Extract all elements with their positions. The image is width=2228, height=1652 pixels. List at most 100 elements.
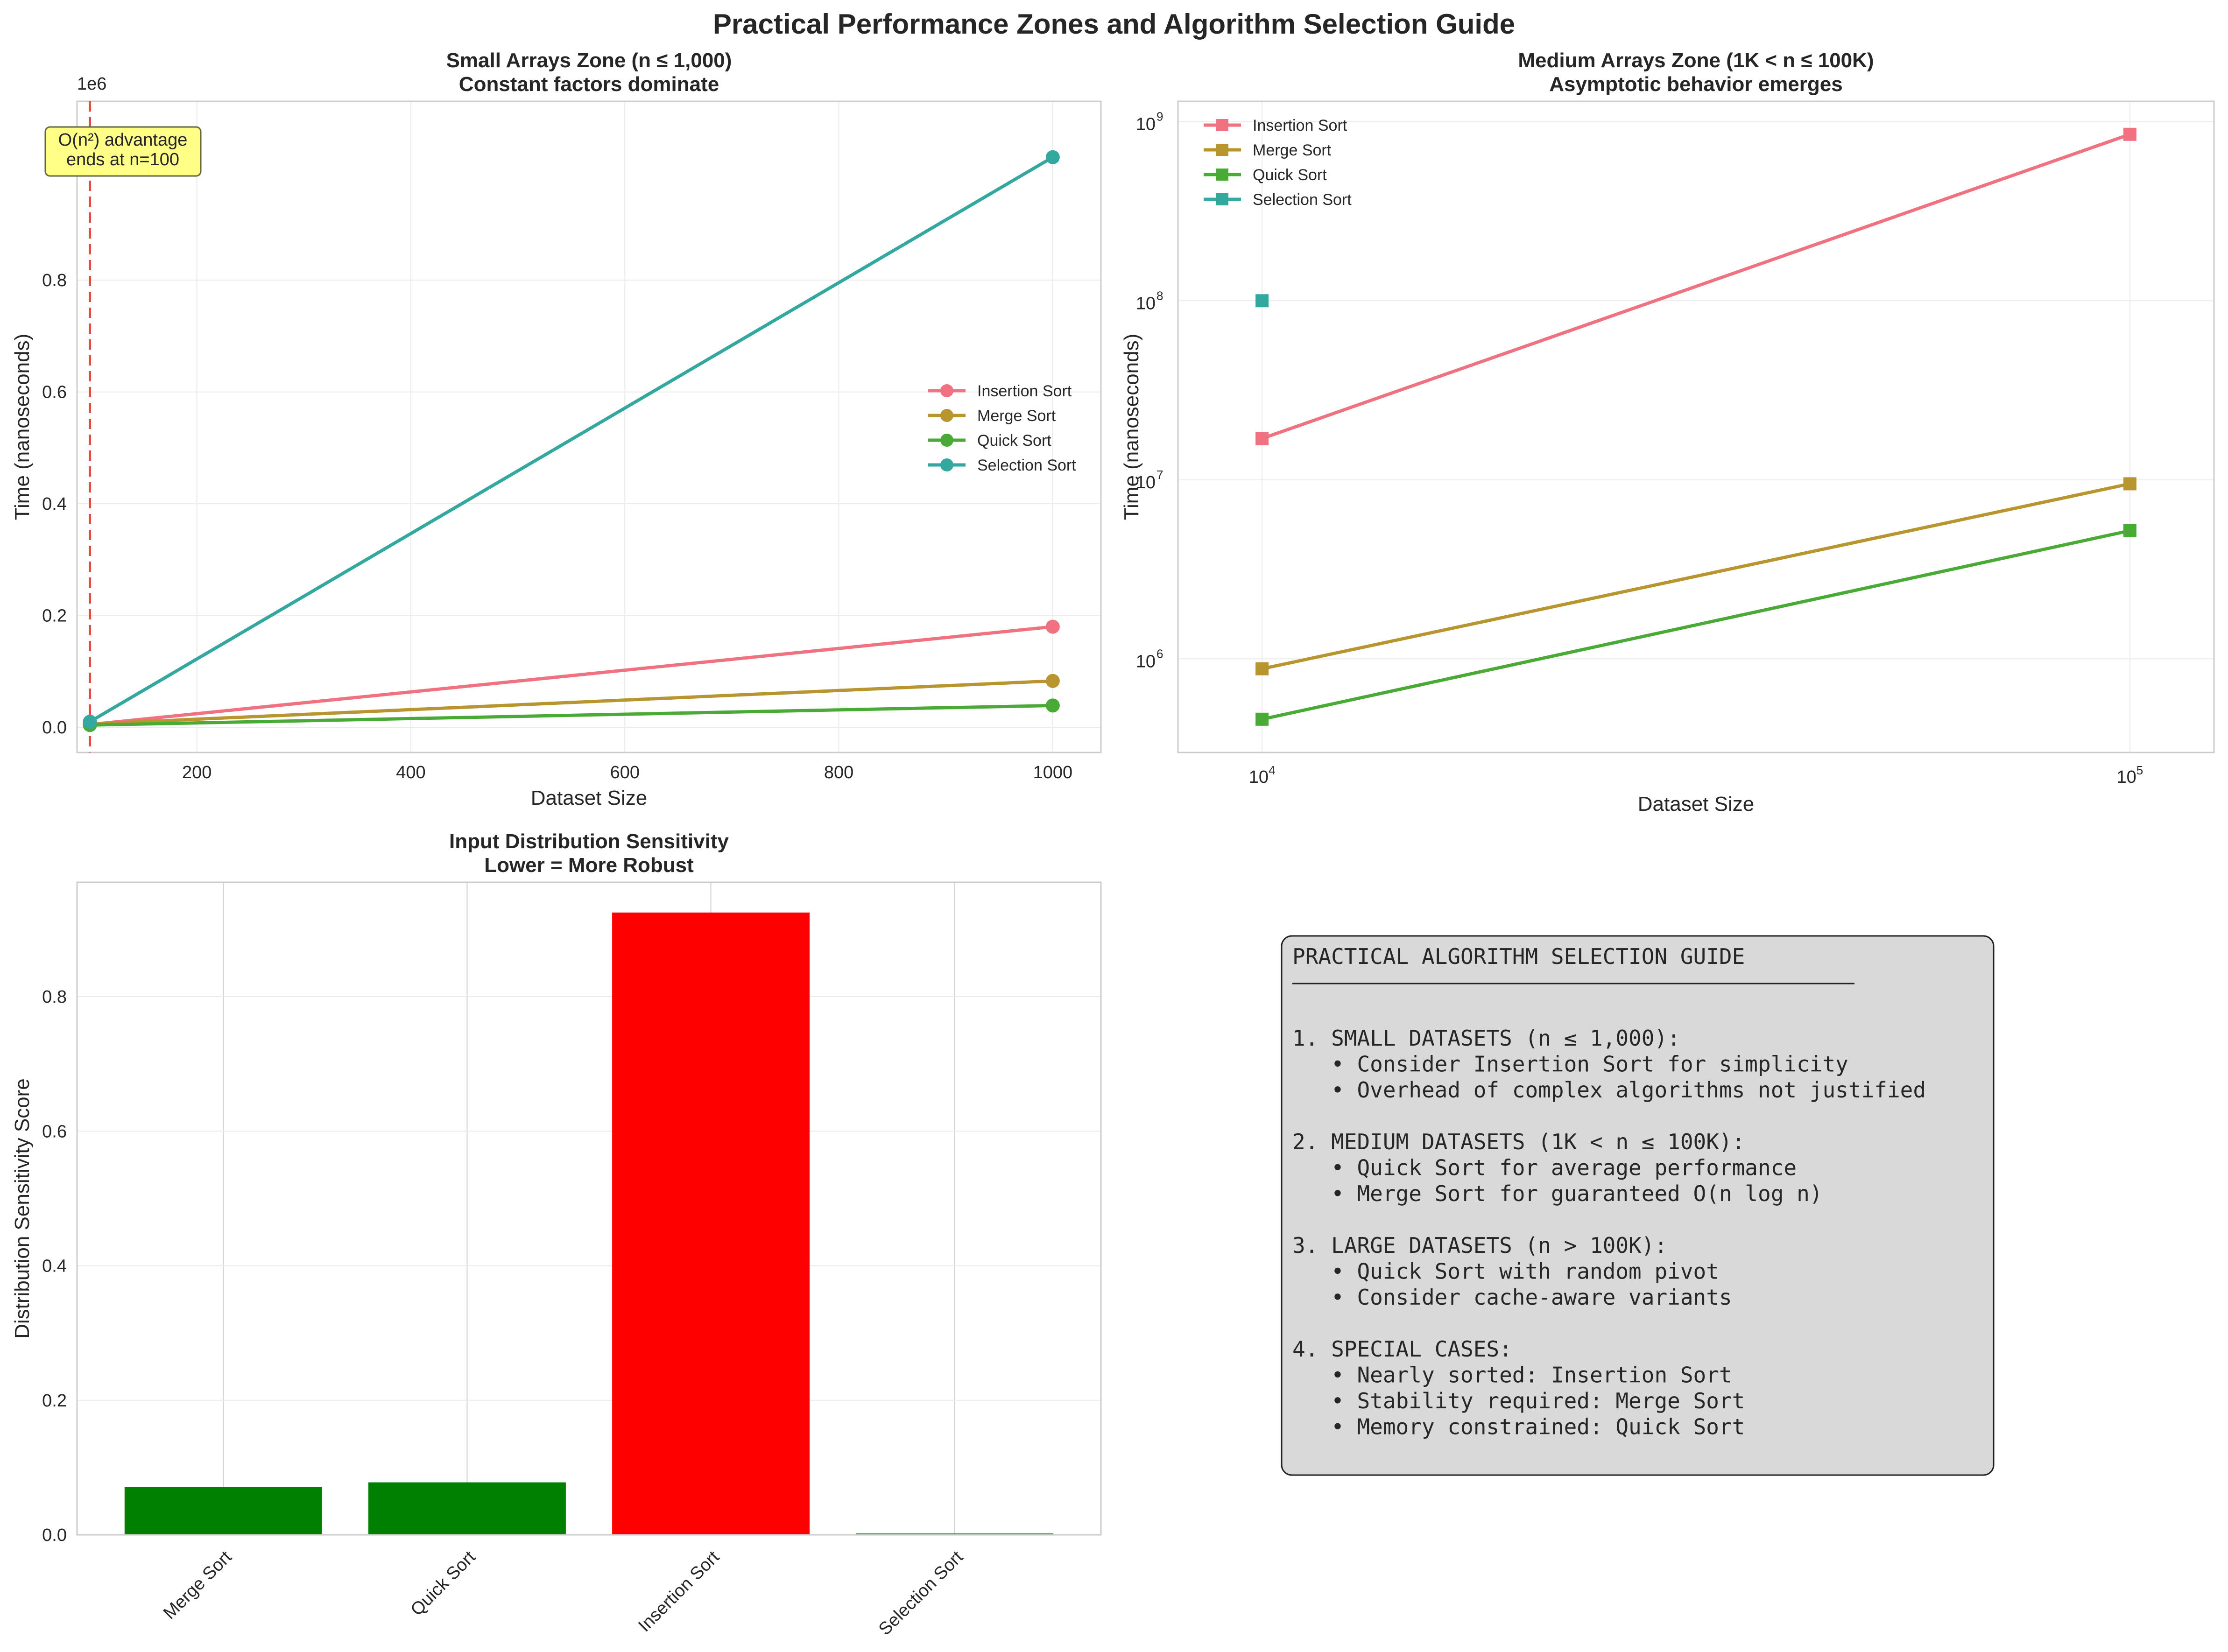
legend-label: Quick Sort bbox=[977, 432, 1051, 450]
x-tick-label: 104 bbox=[1249, 763, 1276, 787]
data-point bbox=[1045, 698, 1060, 713]
y-tick-label: 0.6 bbox=[42, 383, 67, 402]
y-tick-label: 0.4 bbox=[42, 494, 67, 514]
data-point bbox=[2123, 477, 2136, 491]
y-axis-label: Time (nanoseconds) bbox=[11, 334, 34, 520]
bar-quick-sort bbox=[368, 1482, 566, 1535]
chart-title: Medium Arrays Zone (1K < n ≤ 100K) bbox=[1518, 49, 1874, 72]
legend-marker bbox=[940, 434, 953, 447]
data-point bbox=[1045, 150, 1060, 164]
y-tick-exponent: 6 bbox=[1156, 647, 1163, 661]
legend-label: Selection Sort bbox=[977, 457, 1076, 474]
data-point bbox=[83, 715, 97, 729]
figure-title: Practical Performance Zones and Algorith… bbox=[713, 8, 1515, 40]
y-tick-label: 0.2 bbox=[42, 1391, 67, 1411]
legend-label: Merge Sort bbox=[977, 407, 1056, 425]
chart-subtitle: Constant factors dominate bbox=[459, 73, 719, 96]
x-tick-label: 800 bbox=[824, 763, 853, 782]
y-tick-label: 10 bbox=[1136, 473, 1156, 492]
y-tick-label: 0.0 bbox=[42, 718, 67, 738]
x-tick-label: 105 bbox=[2116, 763, 2143, 787]
y-tick-label: 0.4 bbox=[42, 1257, 67, 1276]
legend-label: Insertion Sort bbox=[1253, 117, 1347, 134]
guide-line: 3. LARGE DATASETS (n > 100K): bbox=[1292, 1233, 1667, 1258]
y-tick-label: 0.6 bbox=[42, 1122, 67, 1141]
plot-frame bbox=[76, 100, 1102, 753]
y-tick-exponent: 9 bbox=[1156, 110, 1163, 124]
y-tick-label: 10 bbox=[1136, 115, 1156, 134]
series-line-merge-sort bbox=[90, 679, 1053, 726]
legend-label: Quick Sort bbox=[1253, 166, 1327, 184]
plot-frame bbox=[1177, 100, 2215, 753]
data-point bbox=[1255, 662, 1269, 675]
series-line-merge-sort bbox=[1262, 482, 2130, 671]
legend-marker bbox=[1216, 144, 1228, 156]
selection-guide-panel: PRACTICAL ALGORITHM SELECTION GUIDE 1. S… bbox=[1281, 935, 1995, 1476]
x-tick-label: 600 bbox=[610, 763, 640, 782]
guide-line: • Overhead of complex algorithms not jus… bbox=[1292, 1077, 1926, 1103]
legend-label: Selection Sort bbox=[1253, 191, 1352, 209]
guide-title: PRACTICAL ALGORITHM SELECTION GUIDE bbox=[1292, 944, 1745, 969]
annotation-text: ends at n=100 bbox=[66, 150, 179, 169]
guide-line: • Quick Sort for average performance bbox=[1292, 1155, 1797, 1181]
legend-marker bbox=[940, 409, 953, 422]
guide-line: • Merge Sort for guaranteed O(n log n) bbox=[1292, 1181, 1822, 1206]
data-point bbox=[2123, 524, 2136, 537]
y-tick-exponent: 7 bbox=[1156, 468, 1163, 482]
y-tick-label: 10 bbox=[1136, 294, 1156, 313]
series-line-insertion-sort bbox=[1261, 133, 2131, 440]
legend-marker bbox=[940, 384, 953, 397]
legend: Insertion Sort Merge Sort Quick Sort Select… bbox=[1204, 117, 1352, 209]
guide-box bbox=[1281, 935, 1995, 1476]
x-tick-label: 200 bbox=[182, 763, 212, 782]
x-axis-label: Dataset Size bbox=[1638, 793, 1754, 815]
small-arrays-panel: 200 400 600 800 1000 0.0 0.2 0.4 0.6 0.8 1e6 Small … bbox=[11, 49, 1102, 809]
guide-line: • Quick Sort with random pivot bbox=[1292, 1259, 1719, 1284]
y-tick-label: 0.0 bbox=[42, 1525, 67, 1545]
chart-subtitle: Lower = More Robust bbox=[484, 854, 694, 877]
plot-frame bbox=[76, 881, 1102, 1536]
legend-marker bbox=[940, 458, 953, 471]
guide-line: 4. SPECIAL CASES: bbox=[1292, 1336, 1512, 1362]
guide-line: 2. MEDIUM DATASETS (1K < n ≤ 100K): bbox=[1292, 1129, 1745, 1154]
guide-line: • Consider cache-aware variants bbox=[1292, 1285, 1732, 1310]
series-line-insertion-sort bbox=[90, 625, 1053, 726]
chart-title: Input Distribution Sensitivity bbox=[449, 830, 729, 853]
legend-label: Insertion Sort bbox=[977, 382, 1072, 400]
chart-subtitle: Asymptotic behavior emerges bbox=[1549, 73, 1842, 96]
chart-title: Small Arrays Zone (n ≤ 1,000) bbox=[446, 49, 732, 72]
legend-marker bbox=[1216, 169, 1228, 181]
annotation-text: O(n²) advantage bbox=[58, 130, 188, 150]
guide-lines: 1. SMALL DATASETS (n ≤ 1,000): • Conside… bbox=[1292, 1026, 1926, 1440]
x-tick-label: 1000 bbox=[1033, 763, 1073, 782]
guide-line: • Consider Insertion Sort for simplicity bbox=[1292, 1052, 1848, 1077]
guide-line: • Nearly sorted: Insertion Sort bbox=[1292, 1363, 1732, 1388]
data-point bbox=[1045, 674, 1060, 688]
data-point bbox=[1255, 432, 1269, 445]
y-tick-label: 10 bbox=[1136, 652, 1156, 671]
bar-merge-sort bbox=[124, 1487, 322, 1535]
legend-marker bbox=[1216, 119, 1228, 131]
series-line-quick-sort bbox=[1262, 529, 2130, 721]
x-axis-label: Dataset Size bbox=[531, 787, 647, 809]
data-point bbox=[2123, 127, 2136, 141]
x-tick-label: 400 bbox=[396, 763, 425, 782]
y-tick-label: 0.2 bbox=[42, 606, 67, 626]
bar-insertion-sort bbox=[612, 912, 810, 1535]
series-line-quick-sort bbox=[90, 703, 1053, 727]
data-point bbox=[1045, 619, 1060, 634]
legend-label: Merge Sort bbox=[1253, 141, 1332, 159]
y-tick-label: 0.8 bbox=[42, 987, 67, 1007]
y-offset-label: 1e6 bbox=[77, 74, 106, 94]
data-point bbox=[1255, 294, 1269, 308]
guide-line: • Stability required: Merge Sort bbox=[1292, 1388, 1745, 1413]
data-point bbox=[1255, 712, 1269, 726]
y-tick-exponent: 8 bbox=[1156, 288, 1163, 302]
series-line-selection-sort bbox=[89, 155, 1054, 724]
annotation-box bbox=[44, 126, 202, 177]
y-axis-label: Distribution Sensitivity Score bbox=[11, 1078, 34, 1339]
legend: Insertion Sort Merge Sort Quick Sort Select… bbox=[928, 382, 1076, 474]
guide-line: • Memory constrained: Quick Sort bbox=[1292, 1414, 1745, 1440]
